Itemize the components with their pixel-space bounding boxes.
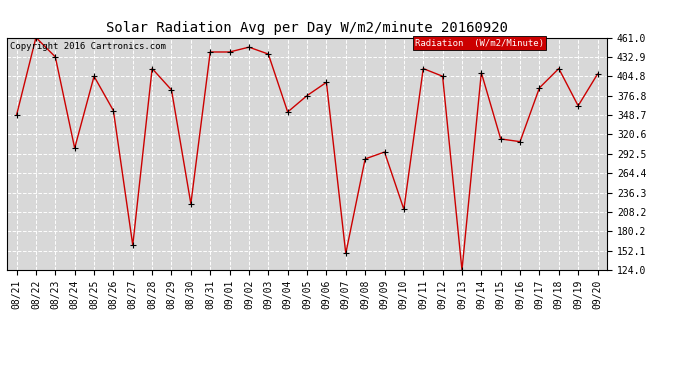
Title: Solar Radiation Avg per Day W/m2/minute 20160920: Solar Radiation Avg per Day W/m2/minute …: [106, 21, 508, 35]
Text: Copyright 2016 Cartronics.com: Copyright 2016 Cartronics.com: [10, 42, 166, 51]
Text: Radiation  (W/m2/Minute): Radiation (W/m2/Minute): [415, 39, 544, 48]
